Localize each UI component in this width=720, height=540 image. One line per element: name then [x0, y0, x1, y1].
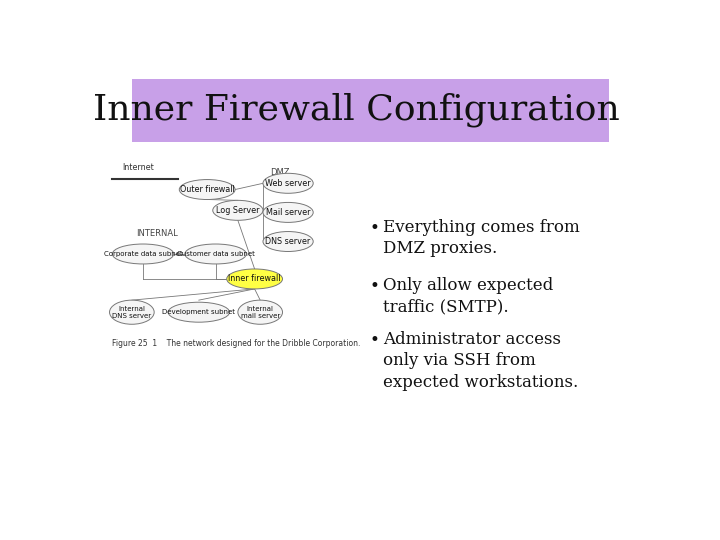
Ellipse shape — [179, 180, 235, 199]
Text: Internet: Internet — [122, 163, 154, 172]
Text: DNS server: DNS server — [266, 237, 311, 246]
Text: Mail server: Mail server — [266, 208, 310, 217]
Text: Everything comes from
DMZ proxies.: Everything comes from DMZ proxies. — [383, 219, 580, 257]
Text: Corporate data subnet: Corporate data subnet — [104, 251, 182, 257]
Text: Development subnet: Development subnet — [162, 309, 235, 315]
Text: Internal
mail server: Internal mail server — [240, 306, 280, 319]
Text: Administrator access
only via SSH from
expected workstations.: Administrator access only via SSH from e… — [383, 331, 578, 391]
Ellipse shape — [227, 269, 282, 289]
Ellipse shape — [168, 302, 230, 322]
Ellipse shape — [238, 300, 282, 324]
Ellipse shape — [109, 300, 154, 324]
Text: Log Server: Log Server — [216, 206, 260, 215]
Ellipse shape — [263, 173, 313, 193]
Text: Figure 25  1    The network designed for the Dribble Corporation.: Figure 25 1 The network designed for the… — [112, 339, 361, 348]
Text: Inner Firewall Configuration: Inner Firewall Configuration — [93, 93, 620, 127]
Text: Web server: Web server — [265, 179, 311, 188]
FancyBboxPatch shape — [132, 78, 609, 141]
Text: •: • — [369, 219, 379, 237]
Text: Internal
DNS server: Internal DNS server — [112, 306, 151, 319]
Text: INTERNAL: INTERNAL — [136, 229, 178, 238]
Ellipse shape — [263, 232, 313, 252]
Ellipse shape — [185, 244, 246, 264]
Text: Inner firewall: Inner firewall — [228, 274, 281, 284]
Ellipse shape — [112, 244, 174, 264]
Text: DMZ: DMZ — [270, 168, 289, 178]
Text: •: • — [369, 331, 379, 349]
Text: •: • — [369, 277, 379, 295]
Ellipse shape — [213, 200, 263, 220]
Text: Only allow expected
traffic (SMTP).: Only allow expected traffic (SMTP). — [383, 277, 553, 315]
Ellipse shape — [263, 202, 313, 222]
Text: Outer firewall: Outer firewall — [180, 185, 235, 194]
Text: Customer data subnet: Customer data subnet — [176, 251, 254, 257]
